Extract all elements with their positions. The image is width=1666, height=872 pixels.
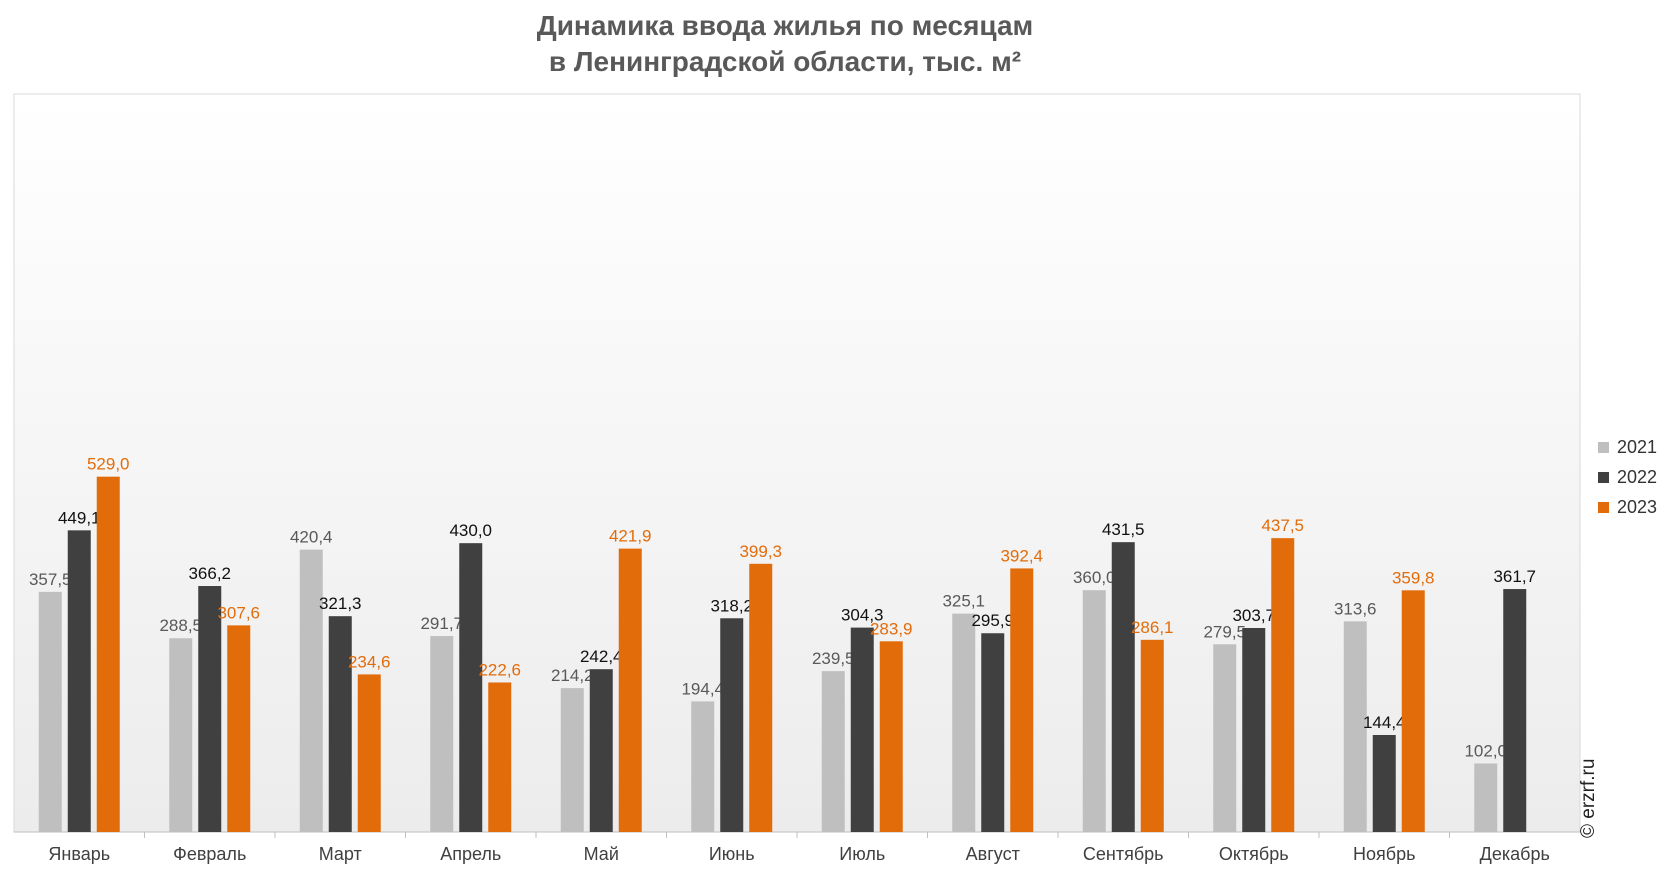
data-label-2023-5: 421,9 <box>609 527 652 546</box>
data-label-2021-9: 360,0 <box>1073 568 1116 587</box>
x-tick-label: Январь <box>48 844 110 864</box>
data-label-2021-6: 194,4 <box>681 679 724 698</box>
bar-2023-1 <box>96 476 120 832</box>
data-label-2021-8: 325,1 <box>942 592 985 611</box>
bar-2023-4 <box>488 682 512 832</box>
data-label-2023-11: 359,8 <box>1392 568 1435 587</box>
legend-swatch <box>1598 471 1609 483</box>
chart-subtitle: в Ленинградской области, тыс. м² <box>548 46 1022 77</box>
legend-swatch <box>1598 501 1609 513</box>
legend-item-2021: 2021 <box>1598 432 1657 462</box>
chart-marks: 357,5 449,1 529,0 Январь 288,5 366,2 307,6 Февр… <box>29 455 1550 864</box>
bar-2021-1 <box>38 591 62 832</box>
bar-2023-8 <box>1010 568 1034 832</box>
x-tick-label: Декабрь <box>1480 844 1550 864</box>
bar-2021-4 <box>430 636 454 832</box>
bar-2022-6 <box>720 618 744 832</box>
chart-title-block: Динамика ввода жилья по месяцам в Ленинг… <box>0 8 1570 80</box>
bar-2021-7 <box>821 671 845 832</box>
data-label-2023-9: 286,1 <box>1131 618 1174 637</box>
bar-2022-7 <box>850 627 874 832</box>
bar-2023-10 <box>1271 538 1295 832</box>
bar-2023-6 <box>749 563 773 832</box>
bar-2021-6 <box>691 701 715 832</box>
data-label-2023-8: 392,4 <box>1000 546 1043 565</box>
bar-2023-3 <box>357 674 381 832</box>
legend: 2021 2022 2023 <box>1598 432 1657 522</box>
bar-2022-4 <box>459 543 483 832</box>
data-label-2021-2: 288,5 <box>159 616 202 635</box>
chart-title: Динамика ввода жилья по месяцам <box>536 10 1034 41</box>
bar-2022-12 <box>1503 589 1527 832</box>
legend-label: 2023 <box>1617 496 1658 517</box>
legend-item-2023: 2023 <box>1598 492 1657 522</box>
bar-2021-3 <box>299 549 323 832</box>
watermark: © erzrf.ru <box>1578 758 1599 838</box>
bar-2023-11 <box>1401 590 1425 832</box>
bar-2022-8 <box>981 633 1005 832</box>
x-tick-label: Февраль <box>173 844 246 864</box>
bar-2023-5 <box>618 548 642 832</box>
data-label-2022-7: 304,3 <box>841 606 884 625</box>
data-label-2023-2: 307,6 <box>217 603 260 622</box>
data-label-2022-5: 242,4 <box>580 647 623 666</box>
data-label-2022-3: 321,3 <box>319 594 362 613</box>
legend-label: 2021 <box>1617 436 1658 457</box>
data-label-2023-1: 529,0 <box>87 455 130 474</box>
bar-2021-5 <box>560 688 584 832</box>
bar-2023-9 <box>1140 639 1164 832</box>
data-label-2022-9: 431,5 <box>1102 520 1145 539</box>
x-tick-label: Март <box>319 844 362 864</box>
data-label-2023-3: 234,6 <box>348 652 391 671</box>
bar-2022-2 <box>198 586 222 832</box>
data-label-2023-6: 399,3 <box>739 542 782 561</box>
data-label-2021-7: 239,5 <box>812 649 855 668</box>
x-tick-label: Август <box>966 844 1020 864</box>
data-label-2022-2: 366,2 <box>188 564 231 583</box>
data-label-2022-10: 303,7 <box>1232 606 1275 625</box>
data-label-2022-4: 430,0 <box>449 521 492 540</box>
x-tick-label: Май <box>584 844 619 864</box>
bar-2021-12 <box>1474 763 1498 832</box>
data-label-2023-7: 283,9 <box>870 619 913 638</box>
data-label-2022-12: 361,7 <box>1493 567 1536 586</box>
x-tick-label: Сентябрь <box>1083 844 1164 864</box>
data-label-2021-12: 102,0 <box>1464 741 1507 760</box>
data-label-2021-11: 313,6 <box>1334 599 1377 618</box>
data-label-2023-4: 222,6 <box>478 660 521 679</box>
legend-label: 2022 <box>1617 466 1658 487</box>
data-label-2022-6: 318,2 <box>710 596 753 615</box>
bar-2023-7 <box>879 641 903 832</box>
plot-area <box>13 93 1581 833</box>
bar-2021-10 <box>1213 644 1237 832</box>
bar-2021-8 <box>952 613 976 832</box>
data-label-2021-10: 279,5 <box>1203 622 1246 641</box>
legend-swatch <box>1598 441 1609 453</box>
x-tick-label: Октябрь <box>1219 844 1289 864</box>
bar-2021-2 <box>169 638 193 832</box>
x-tick-label: Апрель <box>440 844 501 864</box>
data-label-2022-8: 295,9 <box>971 611 1014 630</box>
data-label-2021-3: 420,4 <box>290 528 333 547</box>
bar-2022-9 <box>1111 542 1135 832</box>
data-label-2021-4: 291,7 <box>420 614 463 633</box>
x-tick-label: Июль <box>839 844 885 864</box>
bar-2021-11 <box>1343 621 1367 832</box>
x-tick-label: Ноябрь <box>1353 844 1415 864</box>
data-label-2022-11: 144,4 <box>1363 713 1406 732</box>
bar-2022-10 <box>1242 628 1266 832</box>
bar-2022-3 <box>328 616 352 832</box>
bar-2022-5 <box>589 669 613 832</box>
legend-item-2022: 2022 <box>1598 462 1657 492</box>
data-label-2021-1: 357,5 <box>29 570 72 589</box>
bar-2022-11 <box>1372 735 1396 832</box>
bar-2021-9 <box>1082 590 1106 832</box>
data-label-2022-1: 449,1 <box>58 508 101 527</box>
data-label-2023-10: 437,5 <box>1261 516 1304 535</box>
bar-2023-2 <box>227 625 251 832</box>
x-tick-label: Июнь <box>709 844 755 864</box>
data-label-2021-5: 214,2 <box>551 666 594 685</box>
bar-2022-1 <box>67 530 91 832</box>
